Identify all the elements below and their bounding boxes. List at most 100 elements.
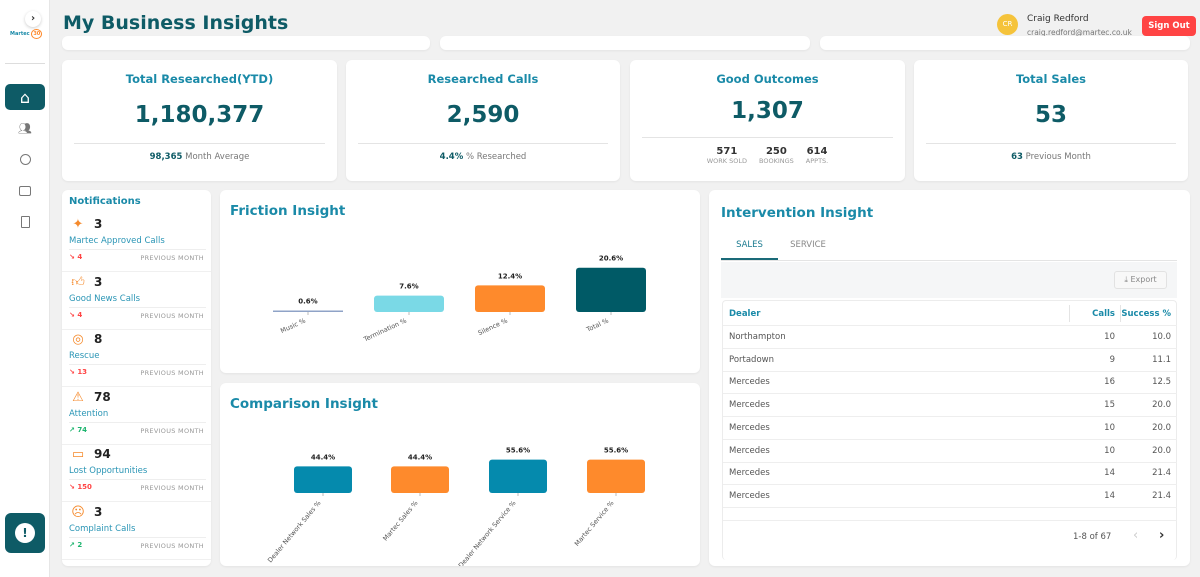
bar[interactable]	[273, 310, 343, 313]
sparkle-icon: ✦	[72, 217, 84, 232]
data-label: 20.6%	[599, 255, 623, 263]
next-page-button[interactable]: ›	[1159, 528, 1164, 543]
help-button[interactable]: !	[5, 513, 45, 553]
tab-service[interactable]: SERVICE	[790, 240, 826, 250]
stat-value: 1,180,377	[134, 102, 265, 128]
nav-profile[interactable]	[5, 146, 45, 172]
dealer-cell: Northampton	[729, 332, 786, 342]
success-cell: 12.5	[1152, 377, 1171, 388]
nav-documents[interactable]	[5, 209, 45, 235]
logo: Martec 30	[10, 29, 43, 39]
scrolled-card	[62, 36, 430, 50]
bar[interactable]	[374, 295, 444, 312]
table-row[interactable]: Portadown 9 11.1	[723, 349, 1177, 372]
stat-title: Total Sales	[1015, 72, 1087, 86]
notification-item[interactable]: ⚠ 78 Attention ↗ 74 PREVIOUS MONTH	[62, 388, 211, 445]
bar[interactable]	[294, 466, 352, 493]
calls-cell: 9	[1109, 354, 1115, 365]
tick-label: Total %	[584, 317, 610, 335]
tick-label: Dealer Network Service %	[457, 499, 518, 566]
intervention-insight-card: Intervention Insight SALES SERVICE ⤓ Exp…	[709, 190, 1190, 566]
notification-label: Lost Opportunities	[69, 466, 148, 476]
table-row[interactable]: Mercedes 14 21.4	[723, 485, 1177, 508]
tab-sales[interactable]: SALES	[721, 232, 778, 260]
notification-label: Rescue	[69, 351, 100, 361]
trend-down-icon: ↘	[69, 368, 75, 376]
avatar: CR	[997, 14, 1018, 35]
tick-label: Martec Service %	[573, 499, 616, 548]
chat-icon	[19, 186, 31, 196]
table-row[interactable]: Northampton 10 10.0	[723, 326, 1177, 349]
calls-cell: 14	[1104, 468, 1115, 479]
col-dealer[interactable]: Dealer	[729, 309, 761, 319]
stat-value: 1,307	[731, 98, 804, 124]
dealer-cell: Mercedes	[729, 377, 770, 388]
sad-face-icon: ☹	[71, 504, 85, 520]
col-calls[interactable]: Calls	[1092, 309, 1115, 319]
notification-trend: ↘ 150	[69, 483, 92, 491]
notification-count: 3	[94, 274, 103, 289]
trend-down-icon: ↘	[69, 310, 75, 319]
tabs-divider	[721, 260, 1177, 261]
table-row[interactable]: Mercedes 15 20.0	[723, 394, 1177, 418]
notification-trend: ↘ 4	[69, 253, 83, 261]
comparison-title: Comparison Insight	[230, 396, 378, 412]
data-label: 44.4%	[408, 453, 432, 461]
table-row[interactable]: Mercedes 14 21.4	[723, 462, 1177, 486]
success-cell: 10.0	[1152, 332, 1171, 342]
nav-home[interactable]: ⌂	[5, 84, 45, 110]
tick-label: Dealer Network Sales %	[266, 499, 322, 564]
notification-trend: ↗ 74	[69, 425, 88, 434]
table-row[interactable]: Mercedes 10 20.0	[723, 417, 1177, 440]
notifications-title: Notifications	[69, 196, 141, 207]
stat-card-good-outcomes: Good Outcomes 1,307 571 WORK SOLD 250 BOOK…	[630, 60, 905, 181]
divider	[926, 143, 1176, 144]
thumbs-up-icon: 👍︎	[71, 274, 85, 290]
stat-sub: 4.4% % Researched	[439, 152, 527, 162]
bar[interactable]	[475, 285, 545, 312]
notification-item[interactable]: ▭ 94 Lost Opportunities ↘ 150 PREVIOUS M…	[62, 445, 211, 502]
export-button[interactable]: ⤓ Export	[1114, 271, 1167, 289]
nav-chat[interactable]	[5, 178, 45, 204]
data-label: 44.4%	[311, 453, 335, 461]
bar[interactable]	[489, 459, 547, 493]
previous-month-label: PREVIOUS MONTH	[140, 311, 204, 320]
prev-page-button[interactable]: ‹	[1133, 528, 1138, 543]
alert-circle-icon: !	[15, 523, 35, 543]
notification-label: Attention	[69, 408, 109, 419]
bar[interactable]	[576, 267, 646, 312]
previous-month-label: PREVIOUS MONTH	[140, 426, 204, 435]
table-toolbar	[721, 262, 1177, 298]
bar[interactable]	[391, 466, 449, 493]
notification-count: 3	[94, 504, 103, 519]
notification-item[interactable]: 👍︎ 3 Good News Calls ↘ 4 PREVIOUS MONTH	[62, 273, 211, 330]
notification-trend: ↗ 2	[69, 540, 83, 549]
comparison-insight-card: Comparison Insight 44.4% Dealer Network S…	[220, 383, 700, 566]
pagination-text: 1-8 of 67	[1073, 532, 1112, 542]
stat-title: Total Researched(YTD)	[125, 72, 274, 86]
notification-item[interactable]: ◎ 8 Rescue ↘ 13 PREVIOUS MONTH	[62, 330, 211, 387]
notifications-card: Notifications ✦ 3 Martec Approved Calls …	[62, 190, 211, 566]
sign-out-button[interactable]: Sign Out	[1142, 16, 1196, 36]
nav-users[interactable]: 👥︎	[5, 115, 45, 141]
document-icon	[20, 216, 30, 228]
col-success[interactable]: Success %	[1121, 309, 1171, 319]
stat-title: Good Outcomes	[716, 72, 819, 86]
download-icon: ⤓	[1124, 275, 1128, 284]
notification-item[interactable]: ✦ 3 Martec Approved Calls ↘ 4 PREVIOUS M…	[62, 215, 211, 272]
notification-item[interactable]: ☹ 3 Complaint Calls ↗ 2 PREVIOUS MONTH	[62, 503, 211, 560]
tick-label: Termination %	[362, 317, 408, 344]
friction-title: Friction Insight	[230, 203, 346, 219]
success-cell: 21.4	[1152, 490, 1171, 501]
collapse-toggle[interactable]: ›	[25, 11, 41, 27]
calls-cell: 10	[1104, 422, 1115, 433]
bar[interactable]	[587, 459, 645, 493]
divider	[74, 143, 325, 144]
warning-icon: ⚠	[72, 389, 84, 405]
table-row[interactable]: Mercedes 10 20.0	[723, 440, 1177, 463]
dealer-cell: Mercedes	[729, 400, 770, 411]
dealer-cell: Mercedes	[729, 422, 770, 433]
trend-down-icon: ↘	[69, 483, 75, 491]
table-row[interactable]: Mercedes 16 12.5	[723, 371, 1177, 395]
user-email: craig.redford@martec.co.uk	[1027, 28, 1132, 37]
